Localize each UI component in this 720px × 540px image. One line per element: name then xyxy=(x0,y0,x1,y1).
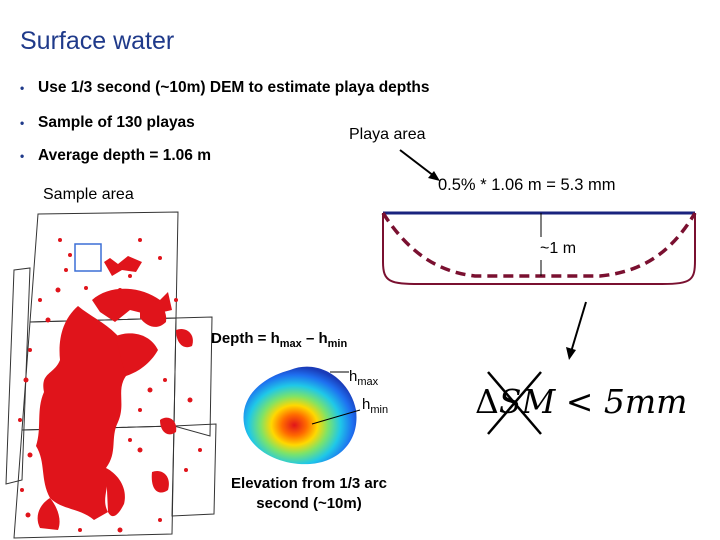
bullet-item: • Sample of 130 playas xyxy=(20,114,195,131)
playa-scatter xyxy=(36,256,193,530)
arrow-head xyxy=(566,347,576,360)
bullet-icon: • xyxy=(20,81,25,95)
delta-sm-formula: ΔSM < 5mm xyxy=(475,382,688,421)
hmin-label: hmin xyxy=(362,396,389,416)
arrows xyxy=(399,149,587,353)
dem-elevation-image xyxy=(243,366,361,465)
playa-dots xyxy=(18,238,202,533)
arrow-head xyxy=(428,171,440,181)
bullet-icon: • xyxy=(20,116,25,130)
depth-formula: Depth = hmax – hmin xyxy=(211,330,348,350)
depth-approx-label: ~1 m xyxy=(540,240,577,257)
bullet-item: • Use 1/3 second (~10m) DEM to estimate p… xyxy=(20,79,430,96)
elevation-caption: Elevation from 1/3 arc second (~10m) xyxy=(231,475,387,512)
page-title: Surface water xyxy=(20,27,175,55)
playa-area-label: Playa area xyxy=(349,126,426,143)
strike-cross xyxy=(487,371,542,435)
bullet-item: • Average depth = 1.06 m xyxy=(20,147,212,164)
sample-highlight-box xyxy=(74,243,102,272)
depth-equation: 0.5% * 1.06 m = 5.3 mm xyxy=(438,176,616,194)
sample-area-label: Sample area xyxy=(43,186,134,203)
sample-area-map xyxy=(5,211,217,539)
playa-cross-section xyxy=(381,211,697,285)
bullet-icon: • xyxy=(20,149,25,163)
hmax-label: hmax xyxy=(349,368,379,388)
